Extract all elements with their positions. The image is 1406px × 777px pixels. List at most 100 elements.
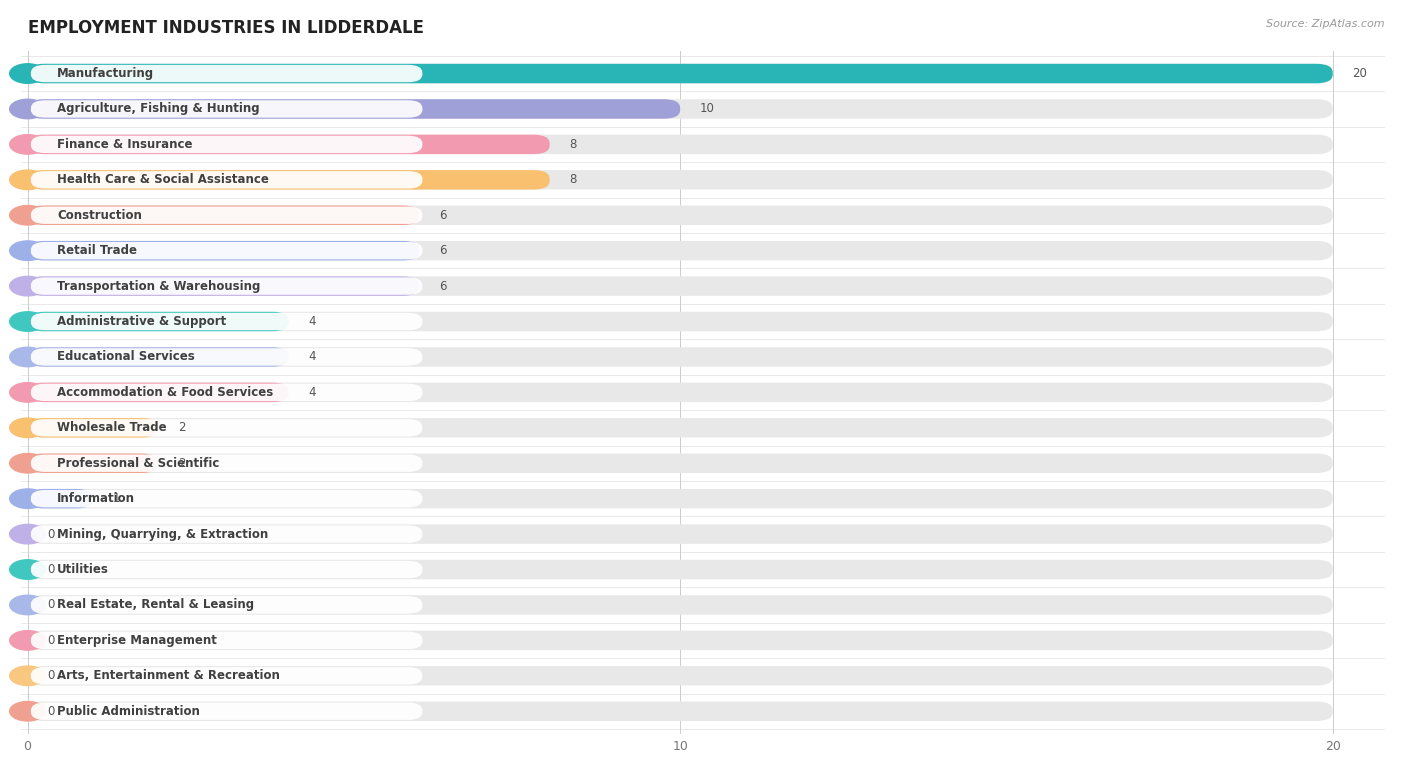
Text: 4: 4 [308,315,316,328]
Text: Transportation & Warehousing: Transportation & Warehousing [58,280,260,293]
FancyBboxPatch shape [28,99,681,119]
Circle shape [10,418,45,437]
Circle shape [10,524,45,544]
Text: Health Care & Social Assistance: Health Care & Social Assistance [58,173,269,186]
FancyBboxPatch shape [28,241,1333,260]
FancyBboxPatch shape [28,134,550,154]
Circle shape [10,489,45,508]
Text: Public Administration: Public Administration [58,705,200,718]
Text: 0: 0 [48,705,55,718]
FancyBboxPatch shape [28,205,1333,225]
Text: 2: 2 [177,457,186,470]
FancyBboxPatch shape [28,666,1333,685]
Text: Real Estate, Rental & Leasing: Real Estate, Rental & Leasing [58,598,254,611]
Text: 8: 8 [569,138,576,151]
FancyBboxPatch shape [31,632,422,649]
FancyBboxPatch shape [28,559,1333,580]
Circle shape [10,666,45,685]
Text: 0: 0 [48,598,55,611]
Circle shape [10,99,45,119]
FancyBboxPatch shape [28,347,1333,367]
Circle shape [10,454,45,473]
FancyBboxPatch shape [28,99,1333,119]
FancyBboxPatch shape [31,525,422,543]
FancyBboxPatch shape [28,205,419,225]
Text: 0: 0 [48,669,55,682]
FancyBboxPatch shape [28,277,419,296]
FancyBboxPatch shape [31,561,422,578]
FancyBboxPatch shape [28,454,1333,473]
Circle shape [10,64,45,83]
FancyBboxPatch shape [28,134,1333,154]
Text: 20: 20 [1353,67,1367,80]
Text: Information: Information [58,492,135,505]
FancyBboxPatch shape [28,64,1333,83]
Text: Accommodation & Food Services: Accommodation & Food Services [58,386,273,399]
Text: 0: 0 [48,563,55,576]
Text: Construction: Construction [58,209,142,221]
Text: 0: 0 [48,634,55,647]
Text: 6: 6 [439,244,446,257]
Text: 10: 10 [700,103,714,116]
FancyBboxPatch shape [28,489,93,508]
Text: Arts, Entertainment & Recreation: Arts, Entertainment & Recreation [58,669,280,682]
Circle shape [10,170,45,190]
FancyBboxPatch shape [31,277,422,294]
FancyBboxPatch shape [28,241,419,260]
Text: 2: 2 [177,421,186,434]
Text: Professional & Scientific: Professional & Scientific [58,457,219,470]
FancyBboxPatch shape [28,170,1333,190]
FancyBboxPatch shape [28,312,1333,331]
Circle shape [10,205,45,225]
Text: 0: 0 [48,528,55,541]
Text: Retail Trade: Retail Trade [58,244,136,257]
Circle shape [10,312,45,331]
Circle shape [10,559,45,580]
FancyBboxPatch shape [31,419,422,437]
FancyBboxPatch shape [28,312,288,331]
FancyBboxPatch shape [31,171,422,189]
Circle shape [10,241,45,260]
FancyBboxPatch shape [31,136,422,153]
Text: 6: 6 [439,209,446,221]
FancyBboxPatch shape [28,64,1333,83]
FancyBboxPatch shape [31,455,422,472]
FancyBboxPatch shape [31,348,422,366]
Text: Administrative & Support: Administrative & Support [58,315,226,328]
Text: Source: ZipAtlas.com: Source: ZipAtlas.com [1267,19,1385,30]
Text: Finance & Insurance: Finance & Insurance [58,138,193,151]
FancyBboxPatch shape [31,313,422,330]
FancyBboxPatch shape [28,418,157,437]
Text: 4: 4 [308,386,316,399]
Circle shape [10,347,45,367]
FancyBboxPatch shape [28,489,1333,508]
FancyBboxPatch shape [28,454,157,473]
Text: Enterprise Management: Enterprise Management [58,634,217,647]
FancyBboxPatch shape [31,242,422,260]
Circle shape [10,134,45,154]
FancyBboxPatch shape [28,170,550,190]
FancyBboxPatch shape [31,64,422,82]
Text: 4: 4 [308,350,316,364]
FancyBboxPatch shape [28,418,1333,437]
Text: Mining, Quarrying, & Extraction: Mining, Quarrying, & Extraction [58,528,269,541]
FancyBboxPatch shape [28,702,1333,721]
Text: Agriculture, Fishing & Hunting: Agriculture, Fishing & Hunting [58,103,260,116]
Circle shape [10,382,45,402]
FancyBboxPatch shape [28,631,1333,650]
Text: EMPLOYMENT INDUSTRIES IN LIDDERDALE: EMPLOYMENT INDUSTRIES IN LIDDERDALE [28,19,425,37]
FancyBboxPatch shape [31,384,422,401]
FancyBboxPatch shape [31,100,422,117]
Circle shape [10,595,45,615]
FancyBboxPatch shape [28,277,1333,296]
FancyBboxPatch shape [31,596,422,614]
FancyBboxPatch shape [28,382,288,402]
FancyBboxPatch shape [28,382,1333,402]
Circle shape [10,631,45,650]
FancyBboxPatch shape [31,702,422,720]
Text: 1: 1 [112,492,120,505]
FancyBboxPatch shape [31,490,422,507]
FancyBboxPatch shape [28,595,1333,615]
FancyBboxPatch shape [31,667,422,685]
Circle shape [10,702,45,721]
